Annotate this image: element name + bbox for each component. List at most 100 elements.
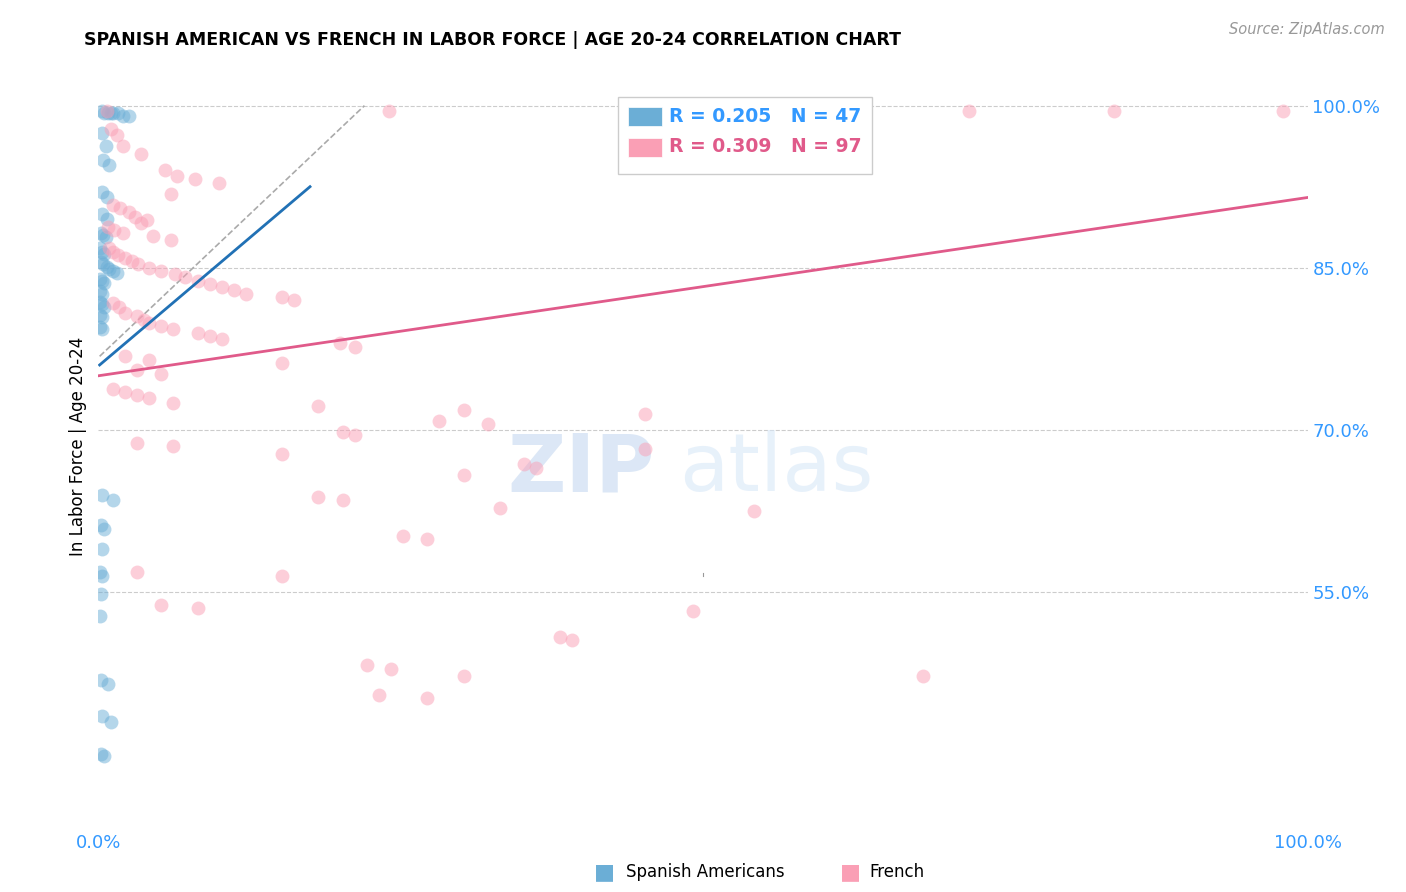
Point [416,690,439,705]
Point [162,396,184,410]
Point [105,266,128,280]
Point [138,352,160,367]
Point [91,286,114,301]
Point [98,261,121,276]
Point [91,126,114,140]
Point [957,104,980,119]
Point [94,230,117,244]
Point [101,106,124,120]
Point [108,300,131,314]
Point [89,308,111,322]
Point [135,213,157,227]
Point [453,468,475,483]
Point [235,286,257,301]
Point [634,407,657,421]
Point [118,204,141,219]
Point [271,446,294,460]
Point [91,274,114,288]
Point [93,246,115,260]
Point [98,241,121,255]
Text: ■: ■ [841,863,860,882]
Point [283,293,305,307]
FancyBboxPatch shape [628,107,662,126]
Point [114,384,136,399]
Point [184,172,207,186]
Point [453,403,475,417]
Point [142,229,165,244]
Point [127,363,149,377]
Point [90,517,112,532]
Point [561,633,583,648]
Point [91,488,114,502]
Point [198,277,221,291]
Point [356,658,378,673]
Point [101,244,124,259]
Point [91,297,114,311]
Point [222,284,245,298]
Point [160,187,183,202]
Point [138,316,160,330]
Point [166,169,188,183]
Point [368,688,391,702]
Point [101,296,124,310]
Point [127,258,149,272]
Point [91,568,114,582]
FancyBboxPatch shape [619,97,872,174]
Point [100,714,122,729]
Text: atlas: atlas [679,430,873,508]
Point [96,190,118,204]
Point [91,153,114,167]
Point [118,110,141,124]
Point [89,285,111,299]
Point [489,500,512,515]
Point [308,399,330,413]
Point [100,122,122,136]
Point [91,228,114,243]
Point [162,322,184,336]
Point [91,541,114,556]
Text: SPANISH AMERICAN VS FRENCH IN LABOR FORCE | AGE 20-24 CORRELATION CHART: SPANISH AMERICAN VS FRENCH IN LABOR FORC… [84,31,901,49]
Point [163,267,186,281]
Point [134,312,156,326]
Point [97,219,120,234]
Point [90,673,112,688]
Point [89,566,111,580]
Point [91,207,114,221]
Point [93,106,115,120]
Point [742,504,765,518]
Point [96,260,118,274]
Point [343,428,366,442]
Point [271,568,294,582]
Point [90,587,112,601]
Point [813,104,835,119]
Point [101,382,124,396]
Point [127,435,149,450]
Point [101,493,124,508]
Y-axis label: In Labor Force | Age 20-24: In Labor Force | Age 20-24 [69,336,87,556]
Point [150,367,173,381]
Point [153,163,176,178]
Point [127,310,149,324]
Point [89,271,111,285]
Point [550,630,572,644]
Point [121,254,143,268]
Point [103,223,125,237]
Point [211,280,233,294]
Point [682,604,704,618]
Point [91,310,114,325]
Point [332,425,354,439]
Point [91,709,114,723]
Point [187,274,209,288]
Point [111,110,134,124]
Text: French: French [869,863,924,881]
Point [91,185,114,199]
Point [100,106,122,120]
Point [211,332,233,346]
Point [97,106,120,120]
Point [377,104,399,119]
Text: Source: ZipAtlas.com: Source: ZipAtlas.com [1229,22,1385,37]
Point [114,251,136,265]
Point [912,669,935,683]
Point [198,328,221,343]
Point [93,300,115,314]
